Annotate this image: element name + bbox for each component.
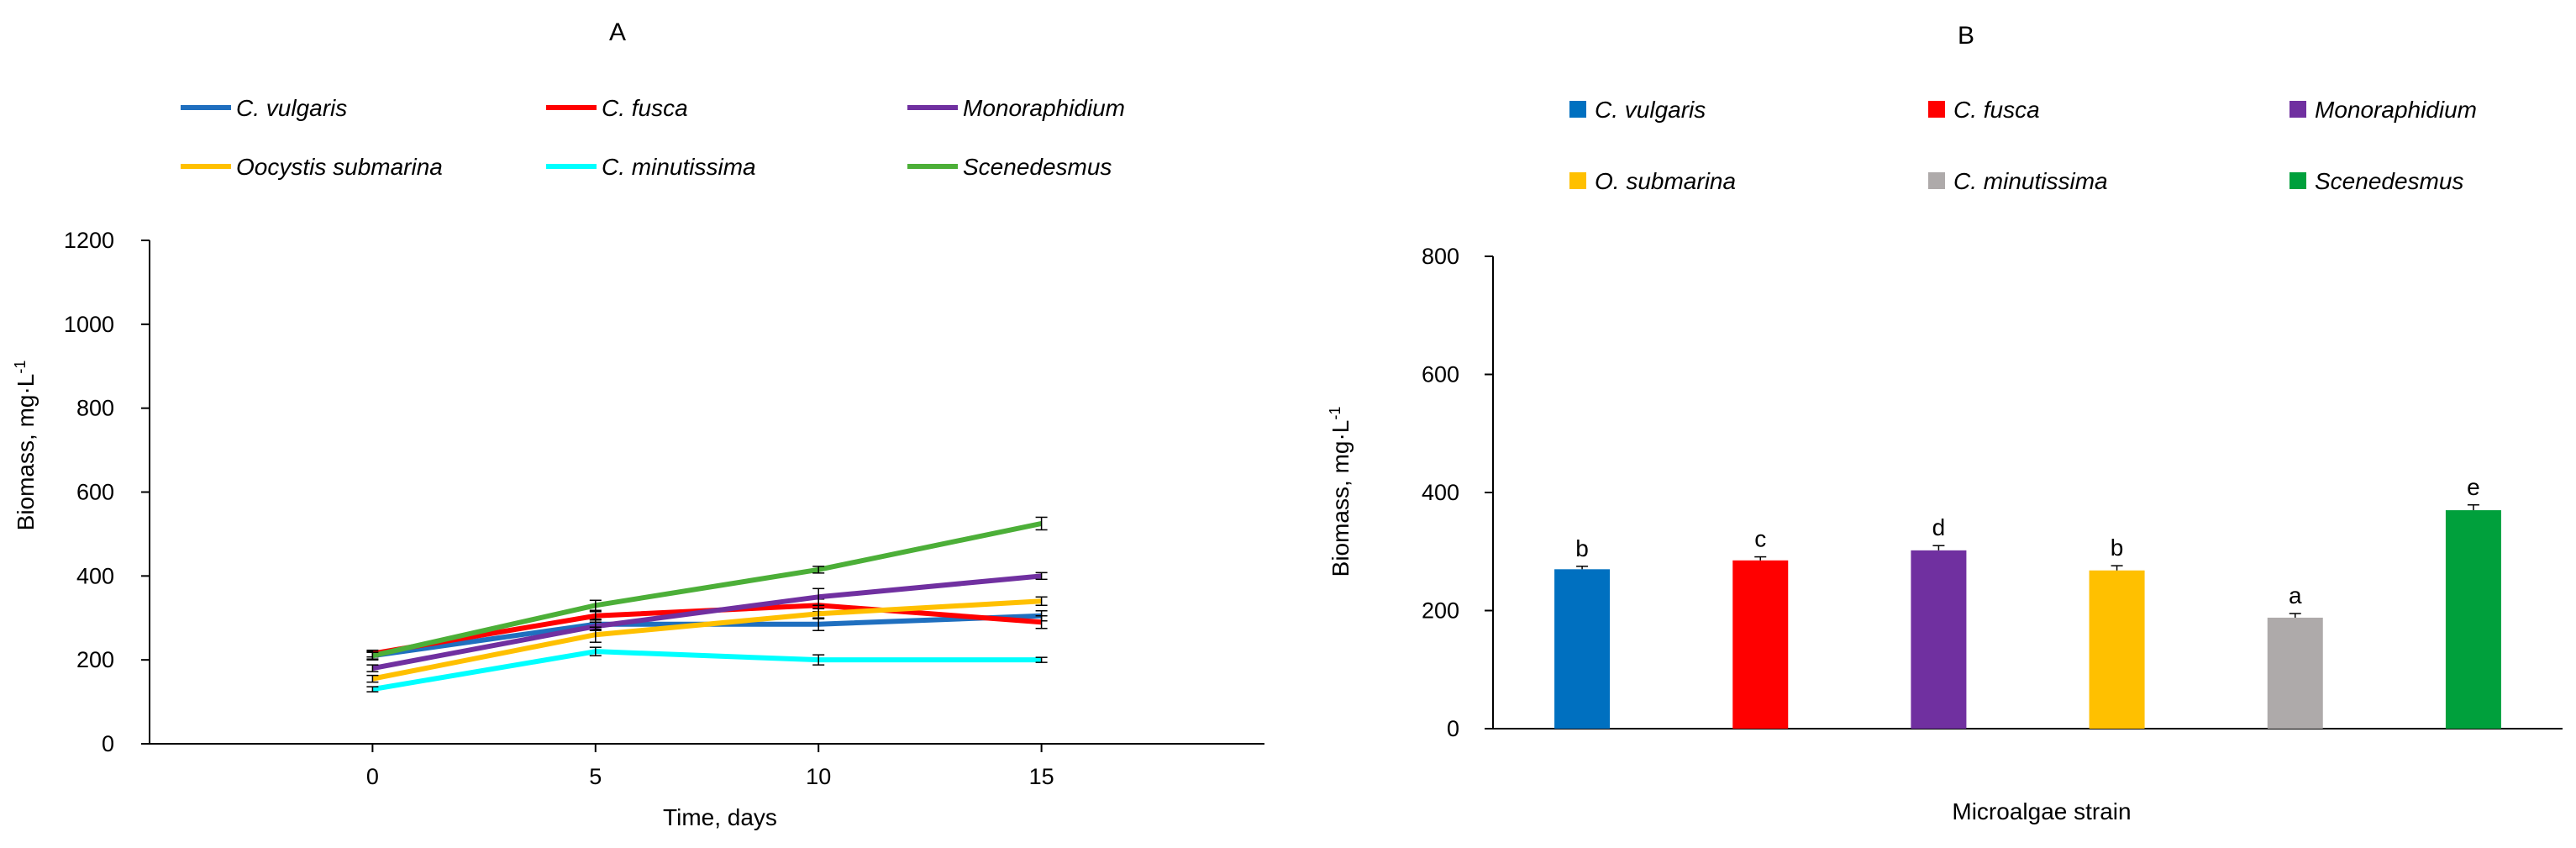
panel-a-title: A: [609, 18, 626, 46]
panel-b-bar: [1911, 550, 1967, 729]
panel-b-significance-label: e: [2467, 474, 2480, 500]
panel-a-y-axis-label-superscript: -1: [12, 361, 29, 374]
panel-a-legend-item-oocystis-submarina: Oocystis submarina: [181, 154, 443, 180]
panel-b-bar-group-scenedesmus: e: [2445, 474, 2501, 729]
panel-a-legend-item-monoraphidium: Monoraphidium: [907, 95, 1125, 121]
panel-a-y-tick-label: 200: [76, 647, 114, 672]
panel-b-bars: b c d b a e: [1554, 474, 2501, 729]
panel-b-y-tick-label: 200: [1422, 598, 1459, 624]
panel-a-y-axis-label-text: Biomass, mg·L: [13, 374, 39, 531]
panel-b-legend-item-c-vulgaris: C. vulgaris: [1569, 97, 1706, 123]
panel-b-legend-swatch: [1928, 101, 1945, 118]
panel-b-legend-swatch: [1928, 172, 1945, 189]
panel-a-legend-label: Monoraphidium: [963, 95, 1125, 121]
panel-b-y-tick-label: 600: [1422, 362, 1459, 387]
panel-a-series-line: [371, 573, 1042, 672]
panel-b-x-axis-label: Microalgae strain: [1952, 798, 2131, 824]
panel-a-y-tick-label: 400: [76, 563, 114, 588]
panel-b-ticks: 0 200 400 600 800: [1422, 244, 1493, 741]
panel-a-axes: [149, 240, 1264, 745]
panel-a-series-line: [371, 520, 1043, 659]
panel-b-bar-group-c-minutissima: a: [2267, 582, 2323, 729]
panel-a-y-tick-label: 1000: [64, 312, 114, 337]
panel-a-series-scenedesmus: [366, 516, 1048, 660]
panel-b-legend-label: C. minutissima: [1953, 168, 2108, 194]
panel-b-legend-label: Scenedesmus: [2315, 168, 2463, 194]
panel-a-x-tick-label: 15: [1029, 764, 1054, 789]
panel-b-legend-item-scenedesmus: Scenedesmus: [2289, 168, 2463, 194]
panel-a-legend: C. vulgaris C. fusca Monoraphidium Oocystis…: [181, 95, 1125, 180]
panel-a-y-tick-label: 1200: [64, 228, 114, 253]
panel-a-legend-item-c-minutissima: C. minutissima: [546, 154, 756, 180]
panel-a-y-tick-label: 800: [76, 396, 114, 421]
panel-a-y-tick-label: 0: [102, 731, 114, 756]
panel-b-legend-item-c-fusca: C. fusca: [1928, 97, 2040, 123]
panel-b-significance-label: a: [2289, 582, 2302, 608]
panel-b-bar-chart: B C. vulgaris C. fusca Monoraphidium O. sub…: [1327, 22, 2563, 824]
panel-b-legend-swatch: [1569, 172, 1586, 189]
panel-b-bar-group-c-vulgaris: b: [1554, 535, 1611, 729]
panel-b-significance-label: b: [2111, 535, 2124, 561]
panel-a-series: [366, 516, 1048, 693]
panel-b-bar-group-c-fusca: c: [1732, 526, 1789, 729]
panel-a-legend-item-c-fusca: C. fusca: [546, 95, 688, 121]
panel-a-x-tick-label: 10: [806, 764, 831, 789]
panel-b-y-tick-label: 400: [1422, 480, 1459, 505]
panel-b-y-tick-label: 0: [1447, 716, 1459, 741]
panel-a-ticks: 0 200 400 600 800 1000 1200 0 5 10 15: [64, 228, 1054, 789]
panel-b-legend-item-o-submarina: O. submarina: [1569, 168, 1736, 194]
panel-b-y-tick-label: 800: [1422, 244, 1459, 269]
panel-a-legend-label: Scenedesmus: [963, 154, 1112, 180]
panel-a-legend-item-scenedesmus: Scenedesmus: [907, 154, 1112, 180]
panel-b-y-axis-label-superscript: -1: [1327, 407, 1343, 420]
panel-b-legend-label: C. vulgaris: [1595, 97, 1706, 123]
panel-b-bar: [2445, 510, 2501, 729]
panel-a-y-axis-label: Biomass, mg·L-1: [12, 361, 39, 531]
panel-a-y-tick-label: 600: [76, 480, 114, 505]
panel-a-legend-item-c-vulgaris: C. vulgaris: [181, 95, 347, 121]
panel-a-line-chart: A C. vulgaris C. fusca Monoraphidium Oocyst…: [12, 18, 1264, 830]
panel-b-legend-label: C. fusca: [1953, 97, 2040, 123]
panel-b-bar: [1732, 560, 1789, 729]
panel-a-x-tick-label: 5: [589, 764, 602, 789]
panel-a-series-line: [371, 649, 1042, 693]
panel-a-series-c-minutissima: [366, 646, 1048, 693]
panel-b-axes: [1492, 256, 2563, 729]
panel-b-legend-item-c-minutissima: C. minutissima: [1928, 168, 2108, 194]
panel-a-x-axis-label: Time, days: [663, 804, 777, 830]
panel-a-legend-label: C. vulgaris: [236, 95, 347, 121]
panel-b-legend-label: O. submarina: [1595, 168, 1736, 194]
panel-b-significance-label: c: [1754, 526, 1766, 552]
panel-b-legend-item-monoraphidium: Monoraphidium: [2289, 97, 2477, 123]
panel-b-legend-swatch: [1569, 101, 1586, 118]
panel-b-bar-group-monoraphidium: d: [1911, 514, 1967, 729]
panel-b-legend: C. vulgaris C. fusca Monoraphidium O. subma…: [1569, 97, 2477, 194]
panel-a-legend-label: C. fusca: [602, 95, 688, 121]
panel-b-y-axis-label: Biomass, mg·L-1: [1327, 407, 1354, 577]
panel-b-bar: [2267, 617, 2323, 729]
panel-a-series-oocystis-submarina: [366, 596, 1048, 683]
panel-a-legend-label: Oocystis submarina: [236, 154, 443, 180]
panel-b-bar: [2089, 570, 2145, 729]
panel-b-legend-label: Monoraphidium: [2315, 97, 2477, 123]
panel-b-legend-swatch: [2289, 101, 2306, 118]
panel-b-y-axis-label-text: Biomass, mg·L: [1327, 420, 1354, 577]
panel-a-x-tick-label: 0: [366, 764, 379, 789]
panel-b-bar-group-o-submarina: b: [2089, 535, 2145, 729]
panel-b-bar: [1554, 569, 1611, 729]
panel-a-legend-label: C. minutissima: [602, 154, 756, 180]
panel-a-series-line: [371, 598, 1042, 682]
panel-b-significance-label: b: [1575, 535, 1589, 561]
panel-b-significance-label: d: [1932, 514, 1946, 540]
panel-b-legend-swatch: [2289, 172, 2306, 189]
panel-b-title: B: [1958, 22, 1974, 50]
